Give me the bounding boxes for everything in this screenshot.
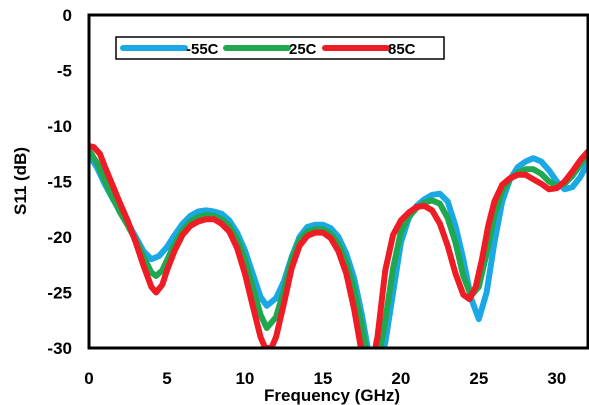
x-axis-label: Frequency (GHz) [264, 386, 400, 405]
series-line-1 [89, 147, 588, 348]
legend: -55C 25C 85C [115, 36, 445, 60]
x-tick-label: 0 [84, 369, 93, 388]
legend-label-0: -55C [186, 41, 219, 58]
y-tick-label: -5 [57, 62, 72, 81]
y-tick-label: -10 [47, 117, 72, 136]
x-tick-label: 5 [162, 369, 171, 388]
y-tick-label: 0 [63, 6, 72, 25]
x-tick-label: 25 [469, 369, 488, 388]
y-axis-ticks: 0 -5 -10 -15 -20 -25 -30 [47, 6, 72, 358]
series-line-0 [89, 151, 588, 348]
y-axis-label: S11 (dB) [11, 147, 30, 215]
legend-label-1: 25C [289, 41, 317, 58]
y-tick-label: -30 [47, 339, 72, 358]
y-tick-label: -25 [47, 284, 72, 303]
y-tick-label: -20 [47, 228, 72, 247]
legend-label-2: 85C [388, 41, 416, 58]
x-tick-label: 10 [235, 369, 254, 388]
plot-frame [87, 13, 589, 350]
x-axis-ticks: 0 5 10 15 20 25 30 [84, 369, 566, 388]
x-tick-label: 30 [547, 369, 566, 388]
series-line-2 [89, 143, 588, 348]
x-tick-label: 20 [391, 369, 410, 388]
x-tick-label: 15 [313, 369, 332, 388]
series-layer [89, 143, 588, 348]
y-tick-label: -15 [47, 173, 72, 192]
